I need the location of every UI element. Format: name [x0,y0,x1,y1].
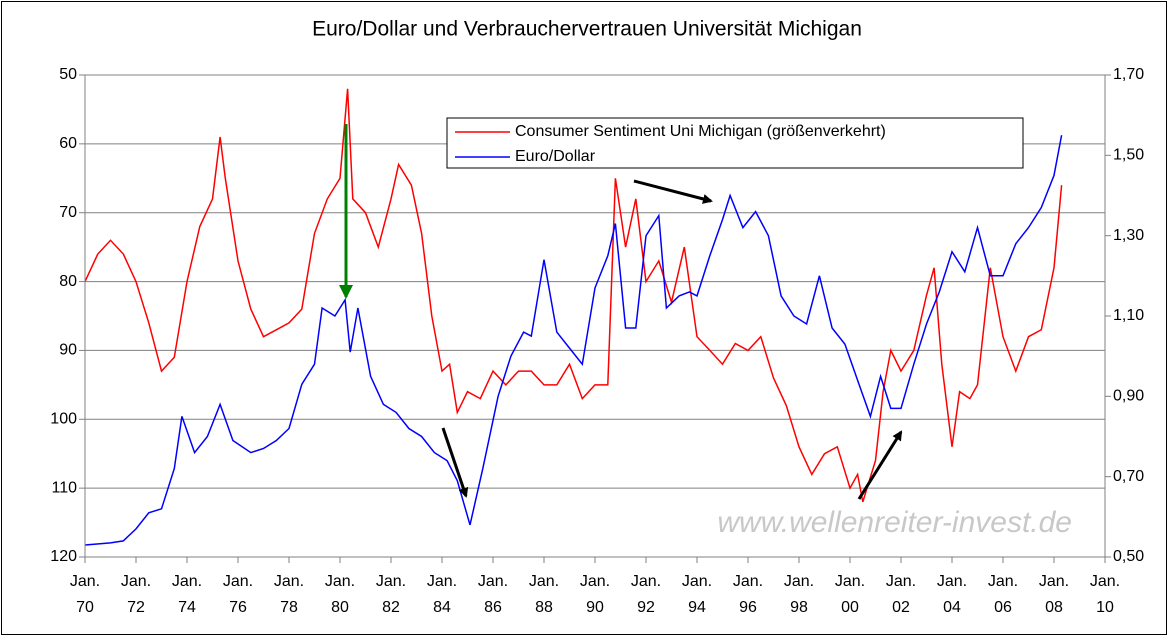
x-tick-label: 72 [127,599,145,616]
x-tick-label: 98 [790,599,808,616]
y-tick-label: 60 [59,135,77,152]
x-tick-label: Jan. [478,573,508,590]
x-tick-label: 10 [1096,599,1114,616]
y-tick-label: 120 [50,548,77,565]
x-tick-label: 94 [688,599,706,616]
y-tick-label: 90 [59,342,77,359]
legend: Consumer Sentiment Uni Michigan (größenv… [446,117,1024,169]
legend-box [446,117,1024,169]
y-tick-label: 100 [50,411,77,428]
x-tick-label: Jan. [325,573,355,590]
x-tick-label: 82 [382,599,400,616]
plot-area [84,74,1106,558]
x-tick-label: 88 [535,599,553,616]
x-tick-label: 76 [229,599,247,616]
x-tick-label: 92 [637,599,655,616]
y2-tick-label: 0,50 [1113,548,1144,565]
y2-tick-label: 1,50 [1113,147,1144,164]
x-tick-label: Jan. [733,573,763,590]
x-tick-label: Jan. [223,573,253,590]
x-tick-label: 78 [280,599,298,616]
x-tick-label: 06 [994,599,1012,616]
x-tick-label: Jan. [580,573,610,590]
x-tick-label: Jan. [274,573,304,590]
x-tick-label: 04 [943,599,961,616]
arrow [441,427,469,498]
y2-tick-label: 1,10 [1113,307,1144,324]
x-tick-label: Jan. [427,573,457,590]
x-tick-label: 08 [1045,599,1063,616]
legend-label: Consumer Sentiment Uni Michigan (größenv… [515,123,886,140]
y2-tick-label: 1,70 [1113,66,1144,83]
y-tick-label: 110 [51,479,77,496]
x-tick-label: Jan. [1039,573,1069,590]
y-tick-label: 70 [59,204,77,221]
x-tick-label: Jan. [529,573,559,590]
y2-tick-label: 1,30 [1113,227,1144,244]
x-tick-label: Jan. [937,573,967,590]
x-tick-label: 96 [739,599,757,616]
y-tick-label: 50 [59,66,77,83]
y2-tick-label: 0,70 [1113,468,1144,485]
x-tick-label: 80 [331,599,349,616]
series-line [84,135,1063,546]
x-tick-label: 70 [76,599,94,616]
x-tick-label: 00 [841,599,859,616]
x-tick-label: Jan. [1090,573,1120,590]
y-tick-label: 80 [59,273,77,290]
series-line [84,88,1063,503]
chart-title: Euro/Dollar und Verbrauchervertrauen Uni… [312,18,862,41]
x-tick-label: Jan. [886,573,916,590]
x-tick-label: Jan. [70,573,100,590]
annotations [339,124,903,500]
arrow [857,430,903,500]
x-tick-label: Jan. [682,573,712,590]
legend-label: Euro/Dollar [515,148,596,165]
x-tick-label: Jan. [835,573,865,590]
x-tick-label: Jan. [988,573,1018,590]
x-tick-label: Jan. [172,573,202,590]
x-tick-label: Jan. [121,573,151,590]
watermark: www.wellenreiter-invest.de [717,506,1072,539]
x-tick-label: 84 [433,599,451,616]
x-tick-label: Jan. [631,573,661,590]
x-tick-label: 02 [892,599,910,616]
x-tick-label: 74 [178,599,196,616]
x-tick-label: Jan. [376,573,406,590]
x-tick-label: 86 [484,599,502,616]
x-tick-label: Jan. [784,573,814,590]
x-tick-label: 90 [586,599,604,616]
y2-tick-label: 0,90 [1113,388,1144,405]
arrow [633,179,713,204]
